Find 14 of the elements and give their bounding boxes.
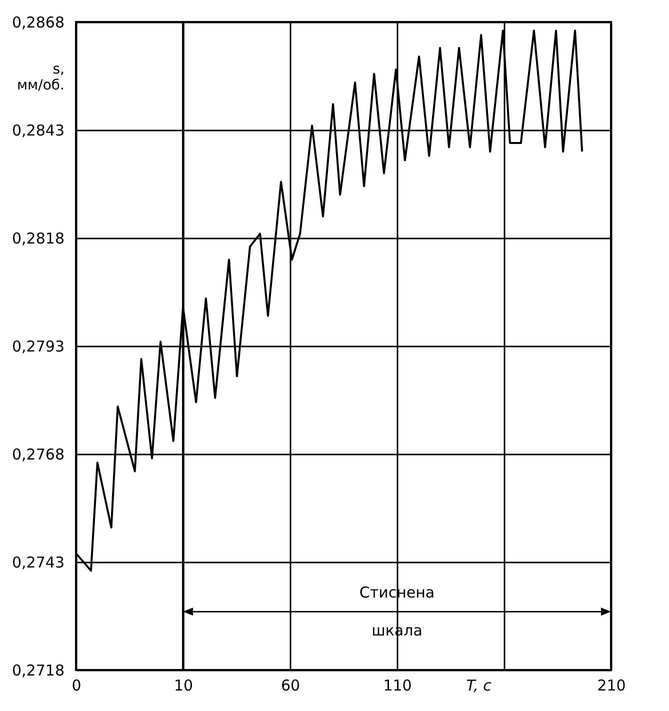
y-tick-label: 0,2843 — [12, 122, 64, 140]
x-axis-title: T, c — [466, 676, 492, 694]
x-tick-label: 0 — [72, 676, 82, 694]
y-tick-label: 0,2868 — [12, 14, 64, 32]
y-tick-label: 0,2718 — [12, 662, 64, 680]
x-tick-label: 10 — [174, 676, 194, 694]
y-tick-label: 0,2793 — [12, 338, 64, 356]
y-axis-title: s, мм/об. — [17, 62, 64, 94]
x-tick-label: 60 — [280, 676, 300, 694]
x-tick-label: 110 — [383, 676, 412, 694]
y-tick-label: 0,2743 — [12, 554, 64, 572]
y-tick-label: 0,2818 — [12, 230, 64, 248]
x-tick-label: 210 — [597, 676, 626, 694]
y-tick-label: 0,2768 — [12, 446, 64, 464]
